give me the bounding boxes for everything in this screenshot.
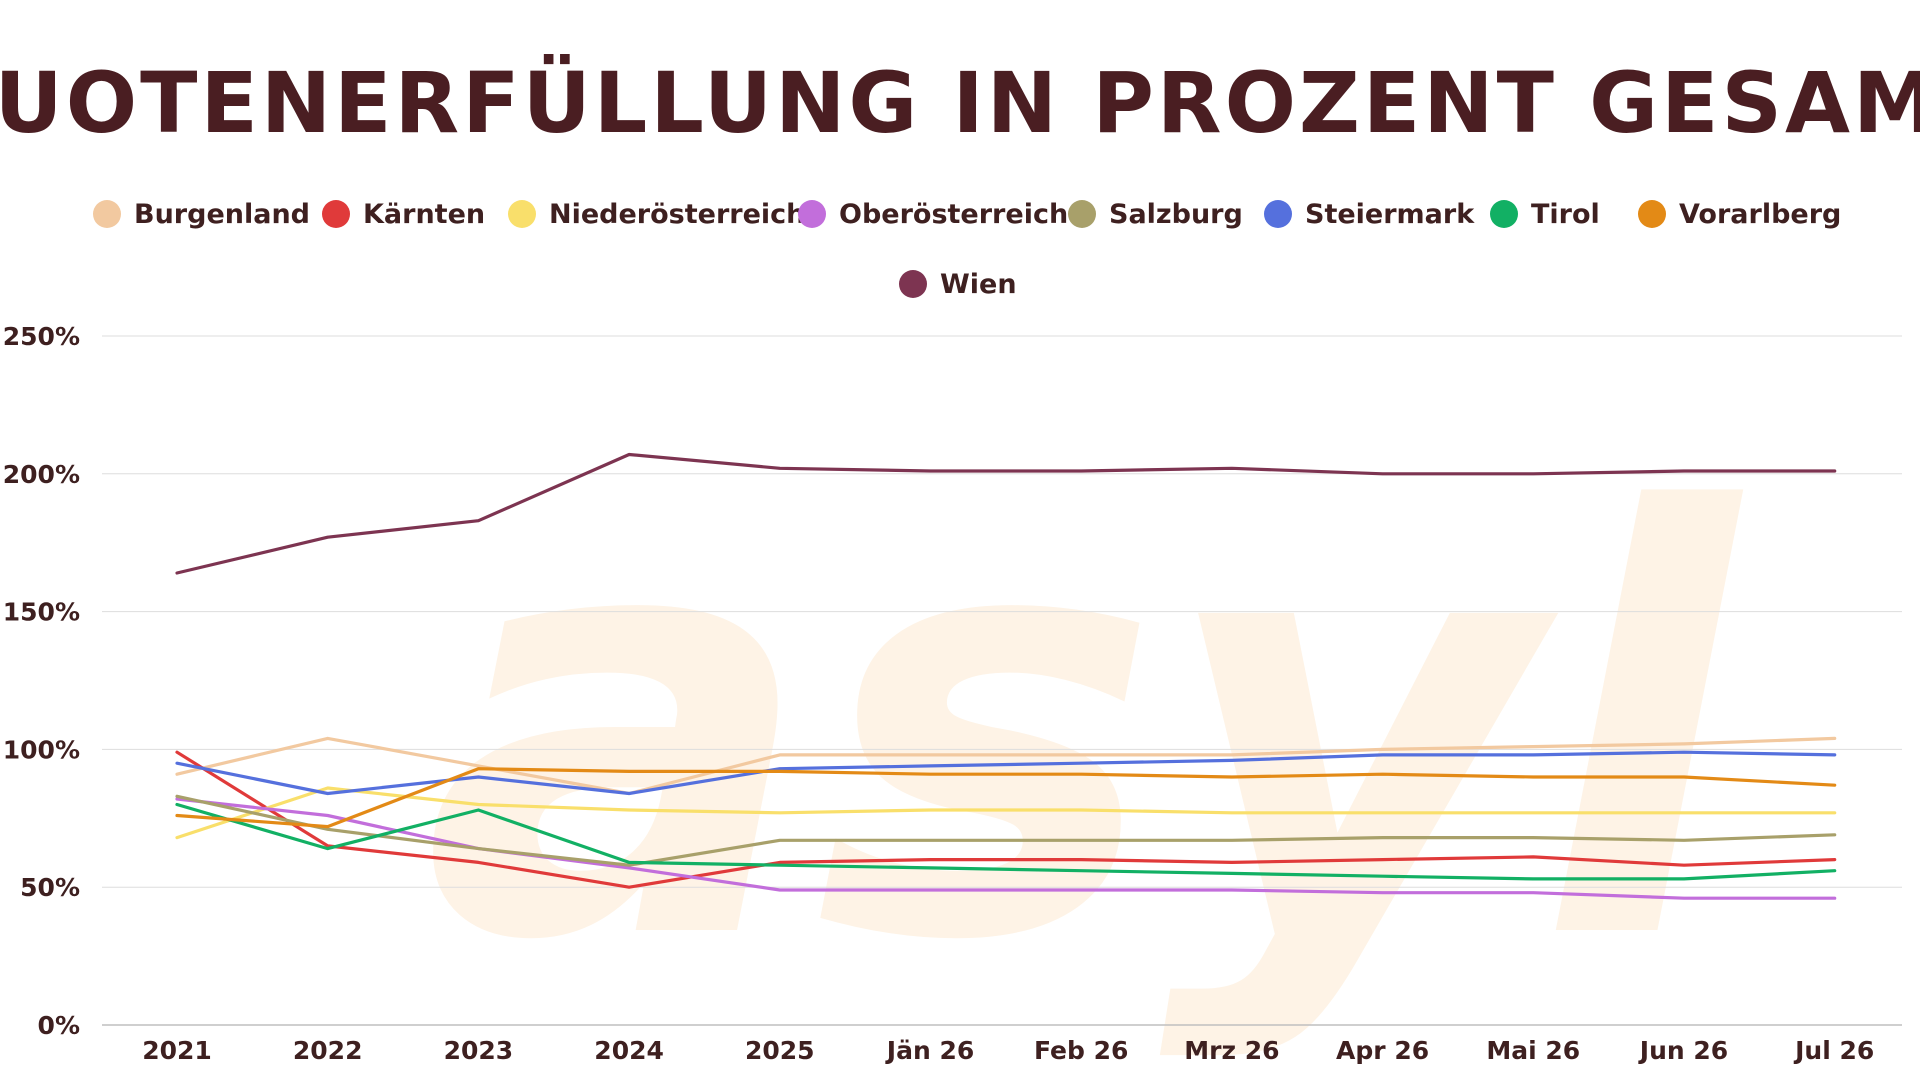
y-tick-label: 0%: [38, 1011, 80, 1040]
legend-item-4[interactable]: Salzburg: [1068, 199, 1243, 230]
legend-label: Niederösterreich: [549, 199, 805, 230]
x-tick-label: Jun 26: [1638, 1036, 1728, 1065]
watermark-text: asyl: [423, 392, 1746, 1067]
x-tick-label: 2024: [594, 1036, 664, 1065]
legend-swatch: [899, 270, 927, 298]
y-tick-label: 100%: [3, 735, 80, 764]
legend-label: Oberösterreich: [839, 199, 1068, 230]
legend: Burgenland Kärnten Niederösterreich Oberöst…: [93, 199, 1841, 300]
legend-label: Burgenland: [134, 199, 310, 230]
x-tick-label: Jän 26: [885, 1036, 974, 1065]
grid-layer: [102, 335, 1902, 1026]
x-tick-label: Feb 26: [1034, 1036, 1128, 1065]
x-tick-label: Apr 26: [1336, 1036, 1429, 1065]
x-tick-label: Mai 26: [1486, 1036, 1580, 1065]
legend-label: Wien: [940, 269, 1017, 300]
x-tick-label: 2022: [293, 1036, 363, 1065]
legend-item-3[interactable]: Oberösterreich: [798, 199, 1068, 230]
legend-item-8[interactable]: Wien: [899, 269, 1017, 300]
series-line-6: [175, 802, 1837, 881]
x-tick-label: 2023: [444, 1036, 514, 1065]
legend-swatch: [1264, 200, 1292, 228]
y-tick-label: 200%: [3, 460, 80, 489]
chart-title: QUOTENERFÜLLUNG IN PROZENT GESAMT: [0, 54, 1920, 152]
y-tick-label: 250%: [3, 322, 80, 351]
legend-swatch: [798, 200, 826, 228]
series-line-4: [175, 794, 1837, 867]
y-tick-label: 150%: [3, 598, 80, 627]
series-line-0: [175, 736, 1837, 796]
legend-swatch: [1638, 200, 1666, 228]
x-tick-label: Mrz 26: [1184, 1036, 1279, 1065]
series-line-7: [175, 767, 1837, 829]
legend-item-5[interactable]: Steiermark: [1264, 199, 1475, 230]
legend-swatch: [508, 200, 536, 228]
legend-item-7[interactable]: Vorarlberg: [1638, 199, 1841, 230]
legend-label: Tirol: [1531, 199, 1600, 230]
axis-layer: 0% 50% 100% 150% 200% 250% 2021 2022 2023 2024 202…: [3, 322, 1875, 1065]
x-tick-label: 2025: [745, 1036, 815, 1065]
series-line-1: [175, 750, 1837, 889]
legend-item-1[interactable]: Kärnten: [322, 199, 485, 230]
legend-swatch: [1490, 200, 1518, 228]
legend-swatch: [1068, 200, 1096, 228]
legend-label: Kärnten: [363, 199, 485, 230]
legend-swatch: [93, 200, 121, 228]
legend-label: Salzburg: [1109, 199, 1243, 230]
series-line-8: [175, 452, 1837, 575]
legend-label: Steiermark: [1305, 199, 1475, 230]
x-tick-label: Jul 26: [1793, 1036, 1874, 1065]
legend-item-0[interactable]: Burgenland: [93, 199, 310, 230]
legend-item-6[interactable]: Tirol: [1490, 199, 1600, 230]
legend-item-2[interactable]: Niederösterreich: [508, 199, 805, 230]
series-line-2: [175, 786, 1837, 840]
legend-swatch: [322, 200, 350, 228]
legend-label: Vorarlberg: [1679, 199, 1841, 230]
y-tick-label: 50%: [20, 873, 80, 902]
x-tick-label: 2021: [142, 1036, 212, 1065]
series-layer: [175, 452, 1837, 900]
watermark-layer: asyl: [423, 392, 1746, 1067]
series-line-3: [175, 797, 1837, 900]
